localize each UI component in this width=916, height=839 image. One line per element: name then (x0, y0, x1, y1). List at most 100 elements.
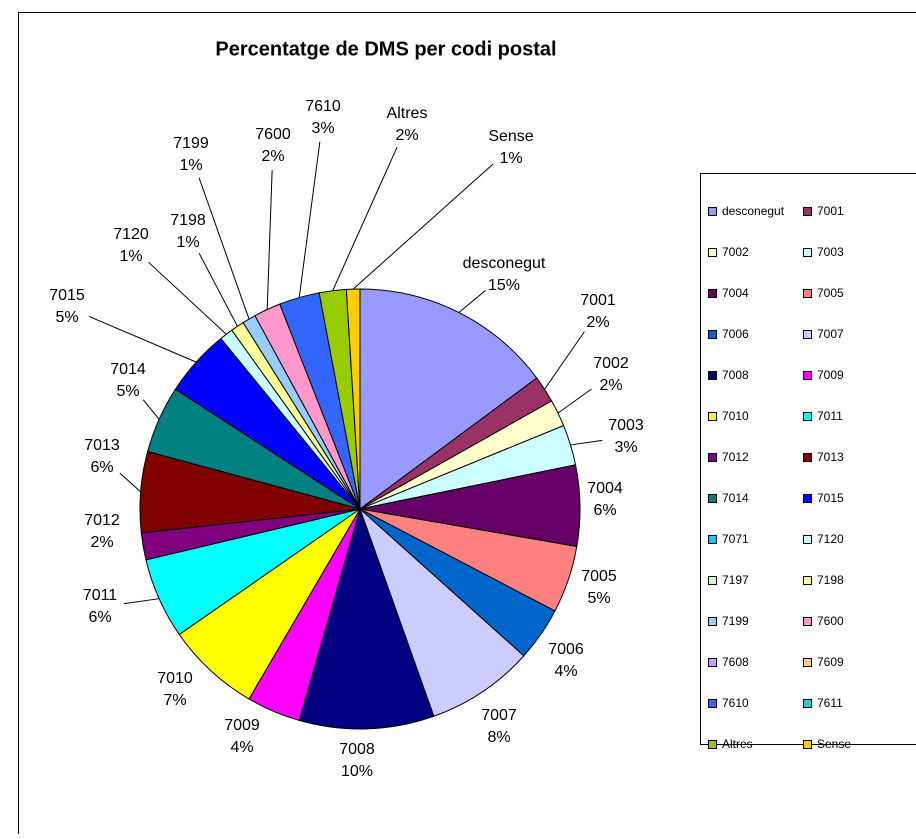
legend-swatch (804, 290, 812, 298)
legend-label: 7071 (722, 532, 749, 546)
data-label: 15% (488, 277, 520, 294)
data-label-name: 7198 (170, 212, 206, 229)
legend-swatch (709, 454, 717, 462)
legend-swatch (804, 208, 812, 216)
data-label-name: 7006 (548, 641, 584, 658)
data-label: 10% (341, 763, 373, 780)
data-label: 7% (163, 692, 186, 709)
data-label: 1% (179, 157, 202, 174)
legend-label: 7197 (722, 573, 749, 587)
data-label: 2% (395, 127, 418, 144)
data-label: 5% (55, 309, 78, 326)
legend-swatch (804, 618, 812, 626)
legend-label: 7015 (817, 491, 844, 505)
legend-swatch (804, 331, 812, 339)
legend-swatch (804, 249, 812, 257)
legend-label: 7610 (722, 696, 749, 710)
data-label: 1% (499, 150, 522, 167)
legend-swatch (709, 659, 717, 667)
legend-swatch (709, 249, 717, 257)
data-label: 5% (116, 383, 139, 400)
legend-label: 7009 (817, 368, 844, 382)
legend-label: 7004 (722, 286, 749, 300)
data-label-name: 7002 (593, 355, 629, 372)
legend-swatch (804, 741, 812, 749)
data-label-name: 7011 (83, 587, 118, 604)
data-label: 1% (119, 248, 142, 265)
data-label-name: 7001 (580, 292, 616, 309)
data-label: 6% (88, 609, 111, 626)
legend-swatch (709, 495, 717, 503)
legend-swatch (709, 536, 717, 544)
data-label: 2% (90, 534, 113, 551)
legend-label: 7001 (817, 204, 844, 218)
legend-label: 7608 (722, 655, 749, 669)
legend-label: 7003 (817, 245, 844, 259)
data-label: 8% (487, 729, 510, 746)
data-label-name: 7005 (581, 568, 617, 585)
data-label-name: 7009 (224, 717, 260, 734)
legend-swatch (709, 372, 717, 380)
data-label: 4% (554, 663, 577, 680)
legend-swatch (804, 372, 812, 380)
data-label-name: 7003 (608, 417, 644, 434)
legend-label: 7611 (817, 696, 843, 710)
chart-title: Percentatge de DMS per codi postal (215, 38, 556, 60)
data-label-name: 7004 (587, 480, 623, 497)
data-label: 6% (593, 502, 616, 519)
data-label: 6% (90, 459, 113, 476)
legend-label: 7600 (817, 614, 844, 628)
data-label-name: 7010 (157, 670, 193, 687)
legend-swatch (804, 413, 812, 421)
legend-swatch (709, 741, 717, 749)
data-label-name: 7015 (49, 287, 85, 304)
data-label-name: 7008 (339, 741, 375, 758)
legend-label: desconegut (722, 204, 785, 218)
legend-swatch (709, 290, 717, 298)
legend-swatch (804, 454, 812, 462)
legend-swatch (709, 208, 717, 216)
legend-label: 7010 (722, 409, 749, 423)
data-label-name: 7014 (110, 361, 146, 378)
data-label: 1% (176, 234, 199, 251)
legend-swatch (709, 413, 717, 421)
legend-swatch (709, 618, 717, 626)
legend-swatch (804, 495, 812, 503)
legend-label: 7013 (817, 450, 844, 464)
legend-label: 7014 (722, 491, 749, 505)
legend-label: Altres (722, 737, 753, 751)
legend-swatch (804, 577, 812, 585)
legend-swatch (709, 577, 717, 585)
legend-swatch (804, 659, 812, 667)
data-label-name: 7012 (84, 512, 120, 529)
legend-label: 7002 (722, 245, 749, 259)
data-label-name: 7007 (481, 707, 517, 724)
data-label-name: 7610 (305, 98, 341, 115)
data-label: 2% (586, 314, 609, 331)
data-label: 4% (230, 739, 253, 756)
legend-label: 7007 (817, 327, 844, 341)
legend-label: 7012 (722, 450, 749, 464)
data-label: 2% (261, 148, 284, 165)
legend-swatch (709, 700, 717, 708)
data-label: 3% (311, 120, 334, 137)
legend-swatch (804, 536, 812, 544)
legend-label: 7008 (722, 368, 749, 382)
data-label: 2% (599, 377, 622, 394)
data-label-name: 7013 (84, 437, 120, 454)
legend-label: Sense (817, 737, 851, 751)
data-label-name: 7120 (113, 226, 149, 243)
legend-label: 7199 (722, 614, 749, 628)
legend-label: 7006 (722, 327, 749, 341)
legend-label: 7005 (817, 286, 844, 300)
data-label-name: 7199 (173, 135, 209, 152)
data-label-name: 7600 (255, 126, 291, 143)
data-label-name: Altres (387, 105, 428, 122)
legend-label: 7011 (817, 409, 843, 423)
data-label-name: Sense (488, 128, 533, 145)
legend-swatch (804, 700, 812, 708)
legend-label: 7198 (817, 573, 844, 587)
legend-swatch (709, 331, 717, 339)
